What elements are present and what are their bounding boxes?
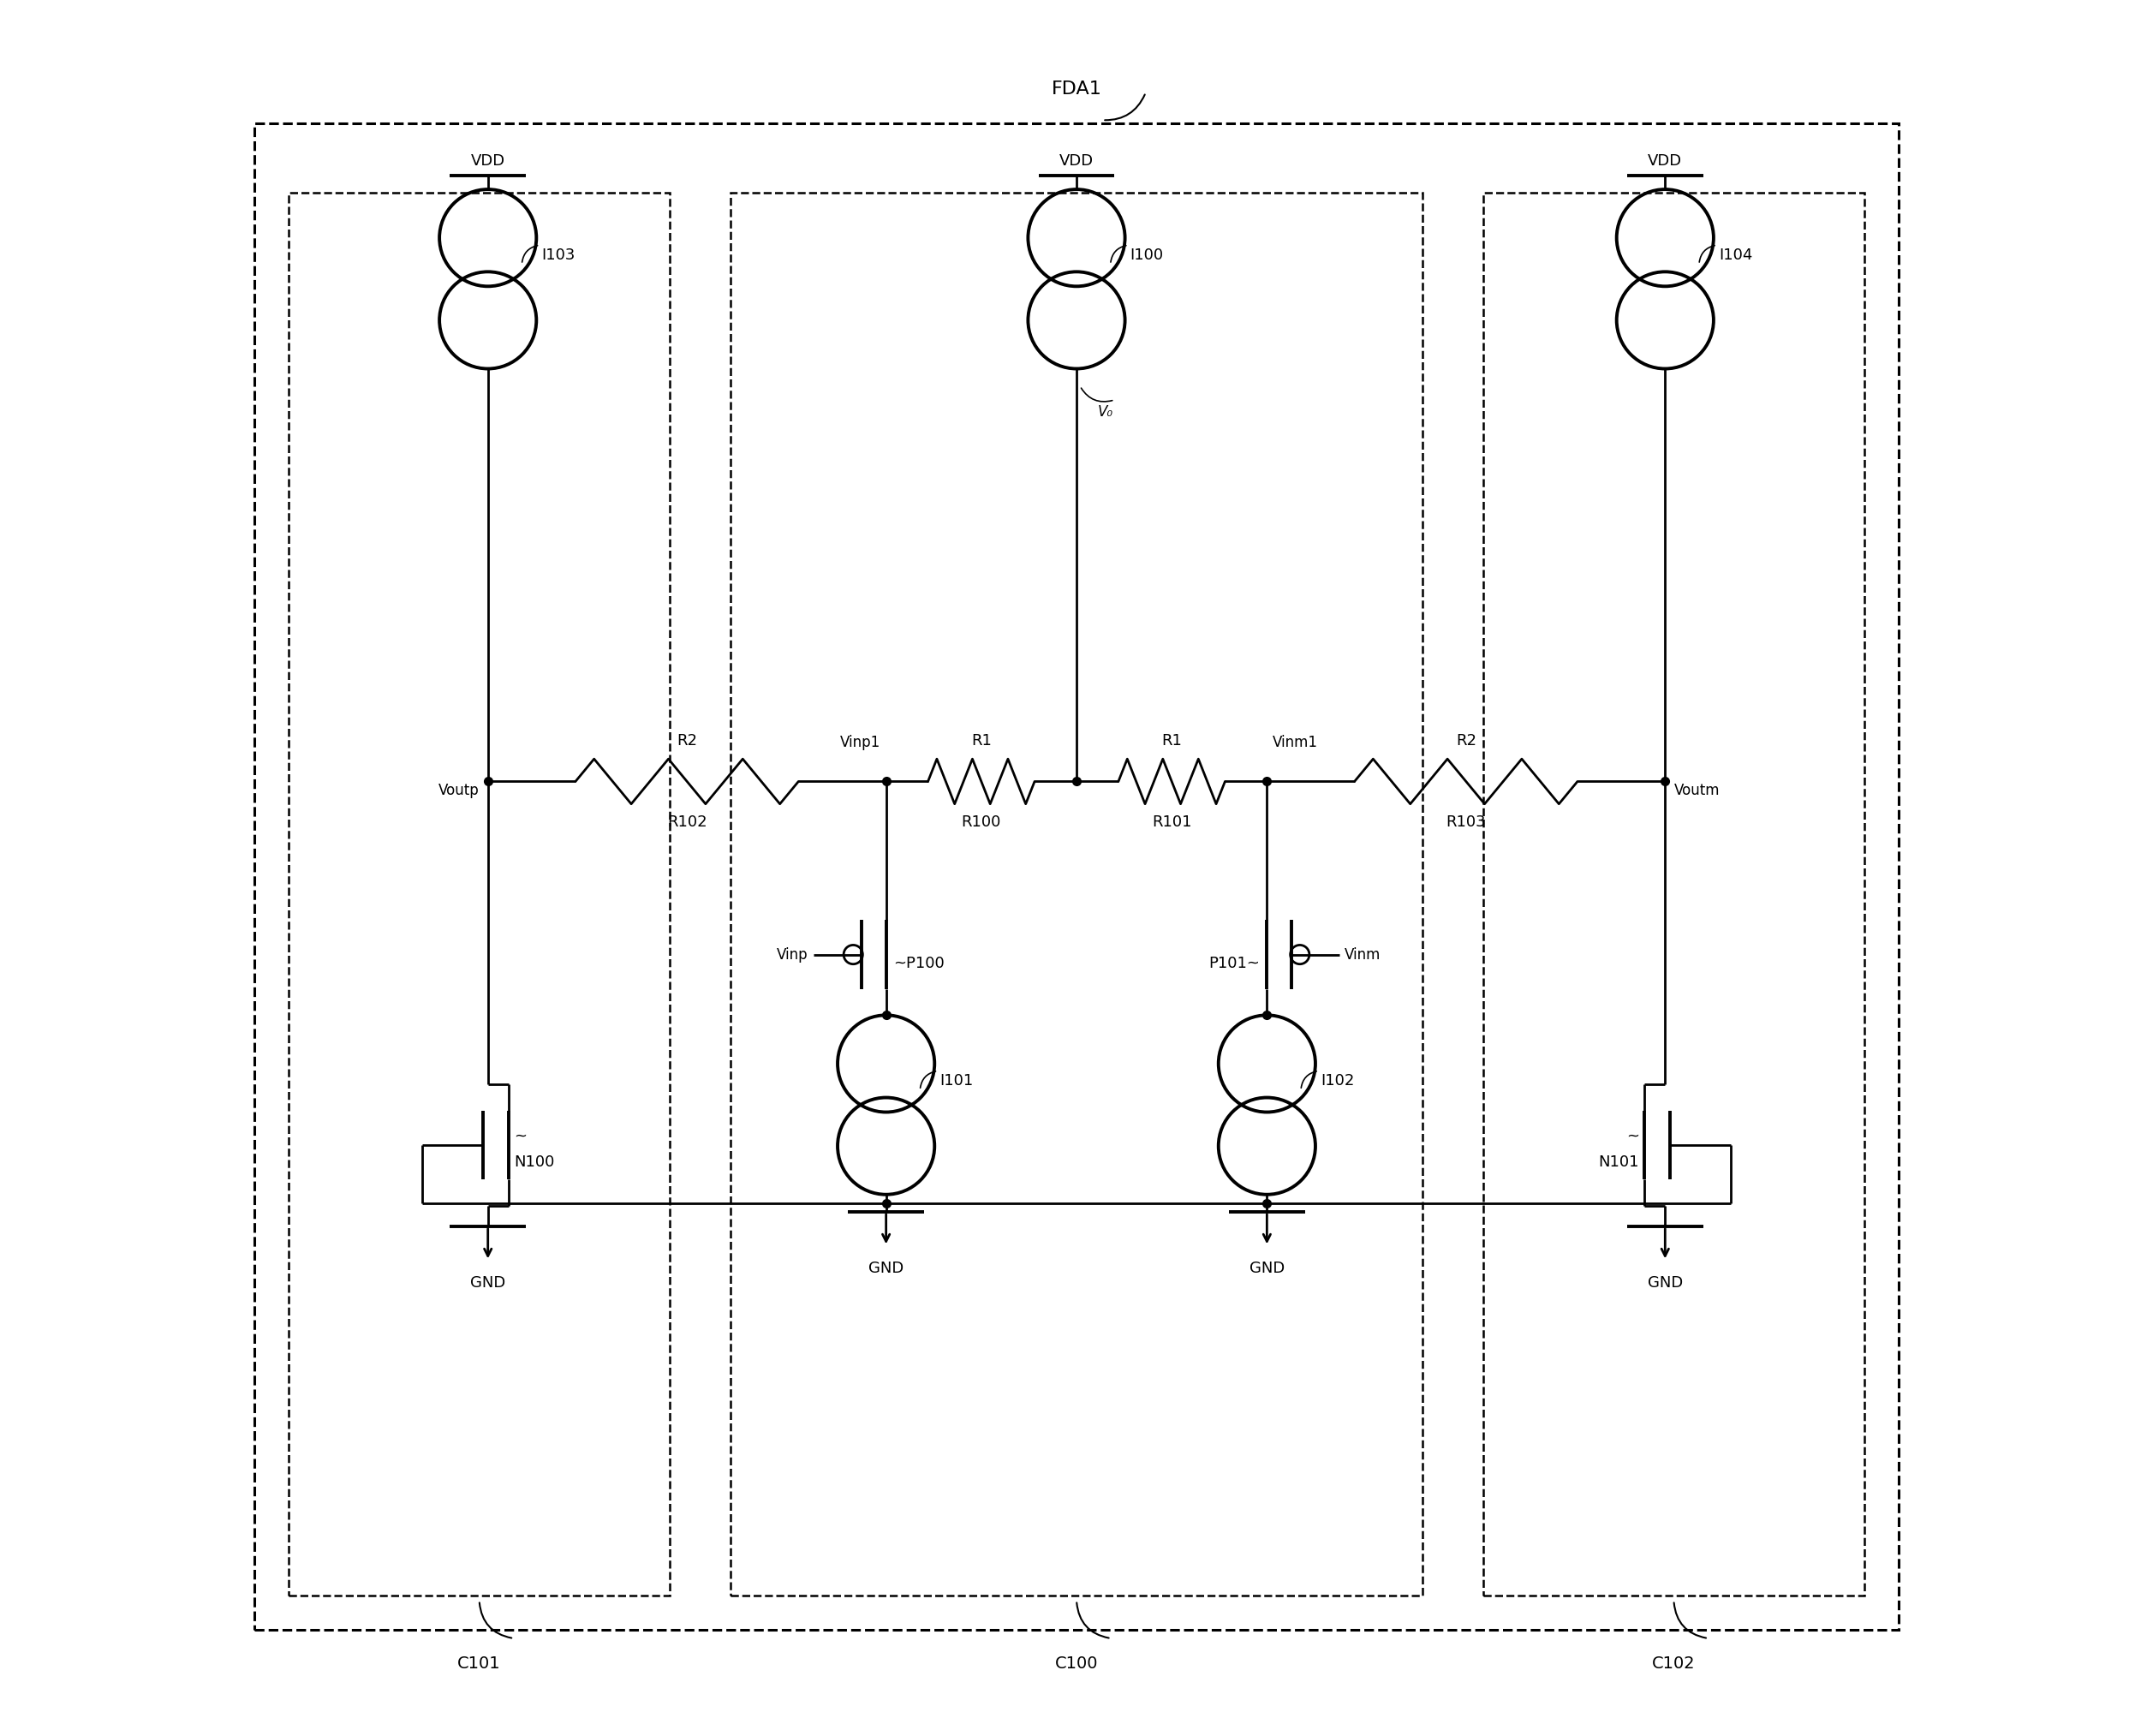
Bar [254,123,1899,1630]
Text: Vinm1: Vinm1 [1272,734,1318,750]
Text: GND: GND [1647,1274,1684,1290]
Text: FDA1: FDA1 [1051,80,1102,97]
Text: ~: ~ [515,1128,527,1144]
Text: Vinp: Vinp [777,946,807,962]
Text: R2: R2 [1455,733,1477,748]
Text: R102: R102 [667,814,706,830]
Text: VDD: VDD [1647,153,1681,168]
Text: I102: I102 [1320,1073,1354,1088]
Text: I101: I101 [939,1073,973,1088]
Text: Vinm: Vinm [1346,946,1380,962]
Text: I104: I104 [1718,247,1753,262]
Text: R1: R1 [971,733,993,748]
Text: Voutm: Voutm [1673,783,1720,799]
Bar [289,193,670,1595]
Text: Vinp1: Vinp1 [840,734,881,750]
Text: I103: I103 [543,247,575,262]
Bar [1483,193,1864,1595]
Text: C101: C101 [459,1656,502,1672]
Text: C102: C102 [1651,1656,1694,1672]
Text: N100: N100 [515,1154,555,1170]
Text: ~: ~ [1626,1128,1638,1144]
Text: I100: I100 [1130,247,1163,262]
Text: R1: R1 [1160,733,1182,748]
Text: R103: R103 [1447,814,1486,830]
Text: GND: GND [868,1260,904,1276]
Text: C100: C100 [1055,1656,1098,1672]
Text: VDD: VDD [472,153,506,168]
Text: R2: R2 [676,733,698,748]
Text: R100: R100 [962,814,1001,830]
Text: V₀: V₀ [1098,404,1113,420]
Text: GND: GND [469,1274,506,1290]
Text: ~P100: ~P100 [893,955,945,970]
Text: R101: R101 [1152,814,1191,830]
Text: GND: GND [1249,1260,1285,1276]
Text: VDD: VDD [1059,153,1094,168]
Bar [730,193,1423,1595]
Text: N101: N101 [1598,1154,1638,1170]
Text: P101~: P101~ [1208,955,1260,970]
Text: Voutp: Voutp [439,783,480,799]
